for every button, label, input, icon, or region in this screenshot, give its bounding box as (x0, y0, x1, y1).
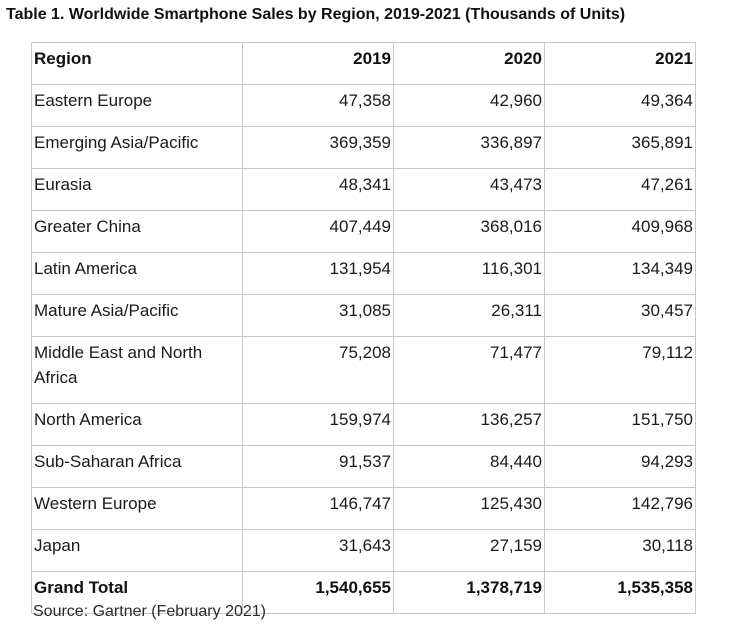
value-2020-cell: 368,016 (393, 210, 545, 253)
table-row: Western Europe 146,747 125,430 142,796 (31, 487, 696, 530)
table-row: North America 159,974 136,257 151,750 (31, 403, 696, 446)
value-2019-cell: 407,449 (242, 210, 394, 253)
region-cell: North America (31, 403, 243, 446)
value-2021-cell: 79,112 (544, 336, 696, 404)
value-2020-cell: 43,473 (393, 168, 545, 211)
header-row: Region 2019 2020 2021 (31, 42, 696, 85)
table-row: Greater China 407,449 368,016 409,968 (31, 210, 696, 253)
value-2019-cell: 146,747 (242, 487, 394, 530)
value-2020-cell: 116,301 (393, 252, 545, 295)
header-region: Region (31, 42, 243, 85)
value-2019-cell: 159,974 (242, 403, 394, 446)
region-cell: Eastern Europe (31, 84, 243, 127)
region-cell: Western Europe (31, 487, 243, 530)
region-cell: Middle East and North Africa (31, 336, 243, 404)
region-cell: Japan (31, 529, 243, 572)
value-2020-cell: 84,440 (393, 445, 545, 488)
header-2021: 2021 (544, 42, 696, 85)
value-2020-cell: 27,159 (393, 529, 545, 572)
value-2020-cell: 26,311 (393, 294, 545, 337)
value-2021-cell: 94,293 (544, 445, 696, 488)
value-2020-cell: 125,430 (393, 487, 545, 530)
region-cell: Emerging Asia/Pacific (31, 126, 243, 169)
value-2021-cell: 409,968 (544, 210, 696, 253)
header-2020: 2020 (393, 42, 545, 85)
value-2021-cell: 49,364 (544, 84, 696, 127)
grand-total-2021: 1,535,358 (544, 571, 696, 614)
value-2021-cell: 151,750 (544, 403, 696, 446)
source-note: Source: Gartner (February 2021) (33, 603, 266, 620)
value-2019-cell: 47,358 (242, 84, 394, 127)
value-2021-cell: 142,796 (544, 487, 696, 530)
value-2020-cell: 71,477 (393, 336, 545, 404)
value-2021-cell: 134,349 (544, 252, 696, 295)
value-2019-cell: 31,085 (242, 294, 394, 337)
value-2020-cell: 136,257 (393, 403, 545, 446)
value-2020-cell: 42,960 (393, 84, 545, 127)
region-cell: Latin America (31, 252, 243, 295)
region-cell: Mature Asia/Pacific (31, 294, 243, 337)
value-2019-cell: 369,359 (242, 126, 394, 169)
table-row: Emerging Asia/Pacific 369,359 336,897 36… (31, 126, 696, 169)
grand-total-row: Grand Total 1,540,655 1,378,719 1,535,35… (31, 571, 696, 614)
value-2019-cell: 91,537 (242, 445, 394, 488)
value-2019-cell: 75,208 (242, 336, 394, 404)
table-title: Table 1. Worldwide Smartphone Sales by R… (6, 6, 626, 23)
value-2021-cell: 365,891 (544, 126, 696, 169)
region-cell: Greater China (31, 210, 243, 253)
table-row: Japan 31,643 27,159 30,118 (31, 529, 696, 572)
table-row: Mature Asia/Pacific 31,085 26,311 30,457 (31, 294, 696, 337)
table-row: Latin America 131,954 116,301 134,349 (31, 252, 696, 295)
value-2019-cell: 131,954 (242, 252, 394, 295)
table-row: Sub-Saharan Africa 91,537 84,440 94,293 (31, 445, 696, 488)
grand-total-2019: 1,540,655 (242, 571, 394, 614)
header-2019: 2019 (242, 42, 394, 85)
value-2019-cell: 31,643 (242, 529, 394, 572)
table-row: Eurasia 48,341 43,473 47,261 (31, 168, 696, 211)
region-cell: Sub-Saharan Africa (31, 445, 243, 488)
grand-total-label: Grand Total (31, 571, 243, 614)
sales-table: Region 2019 2020 2021 Eastern Europe 47,… (31, 42, 696, 614)
value-2021-cell: 30,457 (544, 294, 696, 337)
table-row: Eastern Europe 47,358 42,960 49,364 (31, 84, 696, 127)
value-2020-cell: 336,897 (393, 126, 545, 169)
grand-total-2020: 1,378,719 (393, 571, 545, 614)
value-2021-cell: 47,261 (544, 168, 696, 211)
table-row: Middle East and North Africa 75,208 71,4… (31, 336, 696, 404)
value-2019-cell: 48,341 (242, 168, 394, 211)
region-cell: Eurasia (31, 168, 243, 211)
value-2021-cell: 30,118 (544, 529, 696, 572)
